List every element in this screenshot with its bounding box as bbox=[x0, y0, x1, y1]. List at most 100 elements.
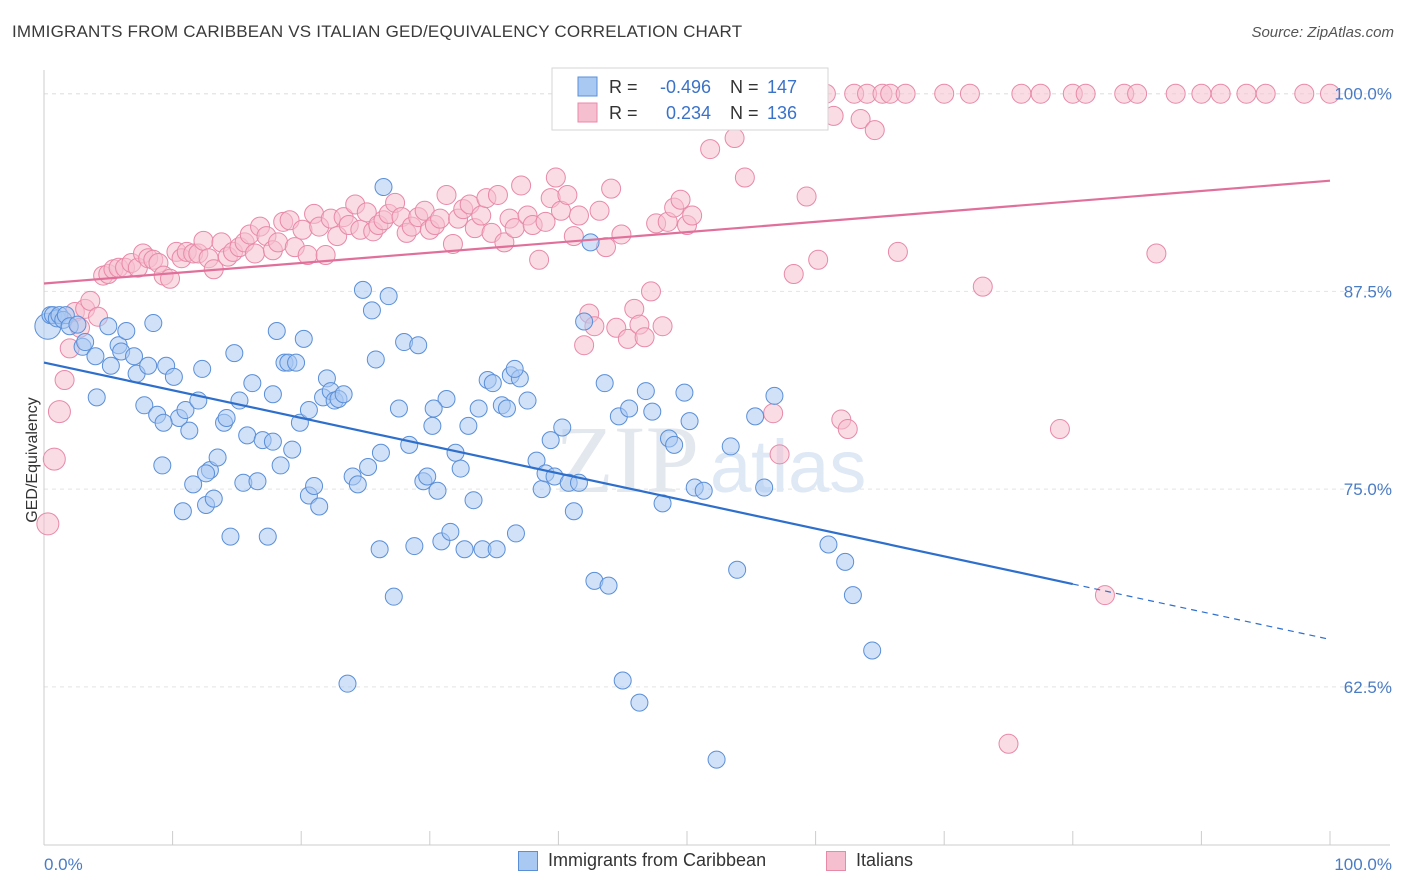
italians-point bbox=[1320, 83, 1340, 104]
caribbean-point bbox=[728, 560, 747, 579]
italians-point bbox=[535, 211, 556, 232]
caribbean-point bbox=[243, 374, 262, 393]
watermark: ZIP atlas bbox=[555, 406, 866, 513]
italians-point bbox=[442, 233, 463, 254]
caribbean-point bbox=[455, 540, 474, 559]
legend-label-caribbean: Immigrants from Caribbean bbox=[548, 850, 767, 870]
caribbean-point bbox=[505, 359, 524, 378]
grid-lines bbox=[44, 93, 1390, 688]
caribbean-point bbox=[267, 321, 286, 340]
caribbean-point bbox=[197, 464, 216, 483]
caribbean-point bbox=[630, 693, 649, 712]
caribbean-point bbox=[595, 374, 614, 393]
caribbean-point bbox=[299, 401, 318, 420]
italians-point bbox=[292, 219, 313, 240]
caribbean-point bbox=[497, 399, 516, 418]
caribbean-point bbox=[362, 301, 381, 320]
caribbean-point bbox=[437, 389, 456, 408]
y-tick-label: 100.0% bbox=[1334, 85, 1392, 104]
caribbean-point bbox=[154, 413, 173, 432]
italians-point bbox=[574, 335, 595, 356]
x-tick-label-start: 0.0% bbox=[44, 855, 83, 874]
italians-point bbox=[634, 327, 655, 348]
italians-point bbox=[1127, 83, 1148, 104]
caribbean-point bbox=[248, 472, 267, 491]
y-tick-label: 62.5% bbox=[1344, 678, 1392, 697]
caribbean-point bbox=[153, 456, 172, 475]
caribbean-point bbox=[389, 399, 408, 418]
caribbean-point bbox=[271, 456, 290, 475]
caribbean-point bbox=[348, 475, 367, 494]
caribbean-point bbox=[371, 443, 390, 462]
caribbean-point bbox=[353, 280, 372, 299]
caribbean-point bbox=[125, 347, 144, 366]
caribbean-point bbox=[836, 552, 855, 571]
caribbean-point bbox=[636, 382, 655, 401]
caribbean-point bbox=[613, 671, 632, 690]
caribbean-point bbox=[765, 386, 784, 405]
caribbean-point bbox=[384, 587, 403, 606]
caribbean-point bbox=[819, 535, 838, 554]
caribbean-point bbox=[263, 385, 282, 404]
caribbean-point bbox=[441, 522, 460, 541]
caribbean-point bbox=[620, 399, 639, 418]
italians-point bbox=[356, 202, 377, 223]
caribbean-point bbox=[173, 502, 192, 521]
caribbean-point bbox=[746, 407, 765, 426]
y-axis-label: GED/Equivalency bbox=[24, 397, 41, 522]
legend-r-value-caribbean: -0.496 bbox=[660, 77, 711, 97]
legend-r-label-italians: R = bbox=[609, 103, 638, 123]
caribbean-point bbox=[334, 385, 353, 404]
caribbean-point bbox=[487, 540, 506, 559]
caribbean-point bbox=[575, 312, 594, 331]
legend-n-value-caribbean: 147 bbox=[767, 77, 797, 97]
y-tick-label: 87.5% bbox=[1344, 282, 1392, 301]
caribbean-point bbox=[379, 287, 398, 306]
italians-point bbox=[42, 447, 66, 471]
caribbean-point bbox=[564, 502, 583, 521]
caribbean-point bbox=[135, 396, 154, 415]
italians-point bbox=[1030, 83, 1051, 104]
italians-point bbox=[734, 167, 755, 188]
caribbean-point bbox=[665, 435, 684, 454]
caribbean-point bbox=[164, 367, 183, 386]
watermark-atlas: atlas bbox=[710, 425, 866, 508]
caribbean-point bbox=[428, 481, 447, 500]
legend-label-italians: Italians bbox=[856, 850, 914, 870]
caribbean-point bbox=[863, 641, 882, 660]
legend-item-italians: Italians bbox=[826, 850, 913, 871]
italians-point bbox=[652, 316, 673, 337]
caribbean-point bbox=[338, 674, 357, 693]
italians-point bbox=[1191, 83, 1212, 104]
caribbean-point bbox=[464, 491, 483, 510]
italians-trend-line bbox=[43, 179, 1331, 285]
italians-point bbox=[589, 200, 610, 221]
caribbean-point bbox=[643, 402, 662, 421]
chart-title: IMMIGRANTS FROM CARIBBEAN VS ITALIAN GED… bbox=[12, 22, 743, 41]
italians-point bbox=[1236, 83, 1257, 104]
caribbean-point bbox=[68, 315, 87, 334]
italians-point bbox=[611, 224, 632, 245]
caribbean-point bbox=[843, 586, 862, 605]
caribbean-point bbox=[599, 576, 618, 595]
legend-item-caribbean: Immigrants from Caribbean bbox=[518, 850, 766, 871]
italians-point bbox=[1255, 83, 1276, 104]
italians-point bbox=[436, 184, 457, 205]
caribbean-point bbox=[483, 374, 502, 393]
caribbean-point bbox=[258, 527, 277, 546]
caribbean-point bbox=[451, 459, 470, 478]
caribbean-point bbox=[238, 426, 257, 445]
caribbean-point bbox=[541, 431, 560, 450]
italians-point bbox=[1294, 83, 1315, 104]
caribbean-point bbox=[294, 329, 313, 348]
caribbean-point bbox=[418, 467, 437, 486]
caribbean-point bbox=[204, 489, 223, 508]
caribbean-point bbox=[553, 418, 572, 437]
italians-point bbox=[1075, 83, 1096, 104]
caribbean-point bbox=[675, 383, 694, 402]
caribbean-point bbox=[180, 421, 199, 440]
caribbean-point bbox=[139, 356, 158, 375]
italians-point bbox=[783, 264, 804, 285]
italians-point bbox=[568, 205, 589, 226]
caribbean-point bbox=[176, 401, 195, 420]
